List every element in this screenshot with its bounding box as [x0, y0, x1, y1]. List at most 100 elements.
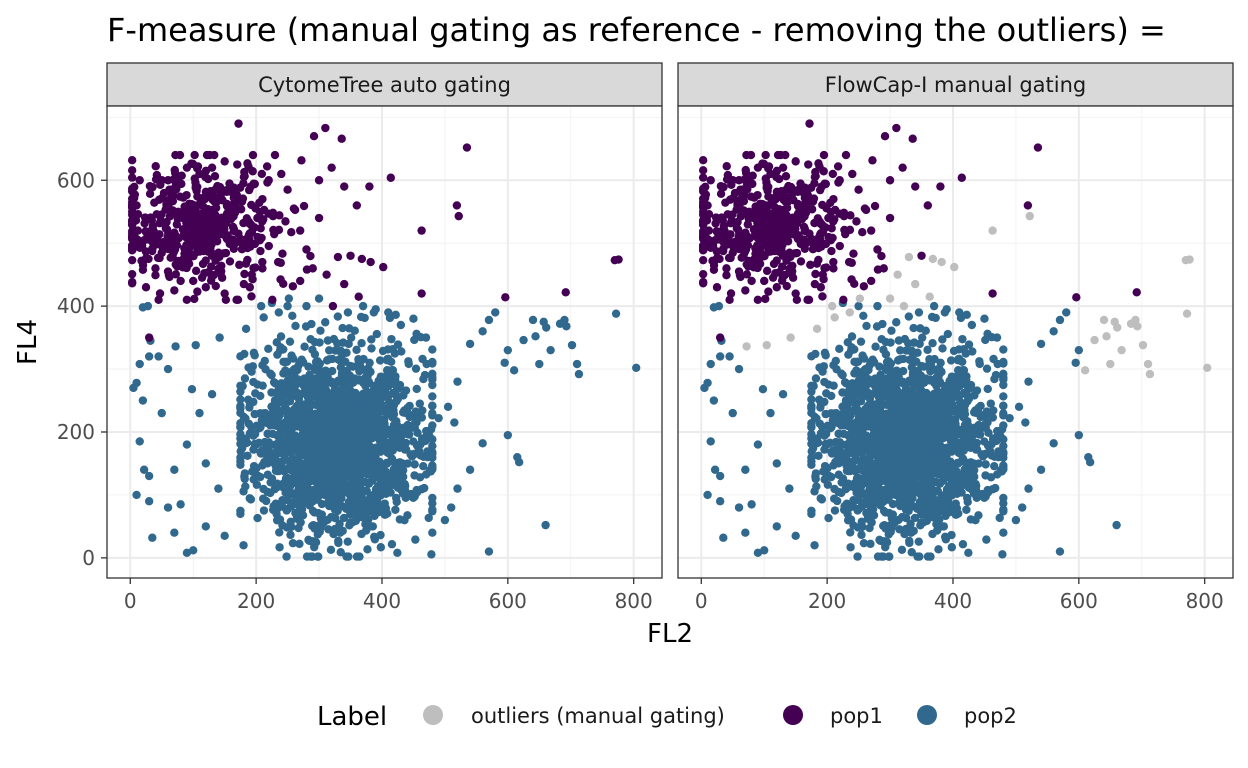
point-pop1 [454, 211, 463, 221]
point-pop1 [127, 255, 137, 265]
point-pop2 [882, 538, 892, 547]
point-pop2 [841, 399, 850, 408]
point-pop2 [163, 503, 173, 512]
point-pop2 [343, 428, 352, 437]
point-pop2 [937, 496, 947, 505]
point-pop2 [875, 535, 884, 545]
point-pop2 [367, 344, 376, 353]
point-pop2 [370, 455, 379, 464]
point-pop2 [926, 421, 935, 430]
point-pop2 [719, 533, 728, 542]
point-pop1 [295, 226, 305, 235]
point-pop2 [391, 375, 400, 385]
point-pop2 [380, 482, 389, 491]
point-pop2 [411, 535, 420, 544]
point-pop2 [889, 367, 898, 377]
point-pop2 [957, 366, 967, 375]
point-pop1 [726, 289, 736, 298]
point-pop1 [163, 176, 173, 185]
point-pop2 [285, 487, 295, 496]
point-pop1 [217, 189, 226, 198]
point-pop2 [398, 466, 408, 475]
point-pop1 [127, 166, 137, 175]
point-pop2 [978, 422, 988, 431]
point-pop2 [267, 388, 276, 397]
point-pop2 [866, 539, 875, 549]
point-pop2 [572, 359, 582, 369]
point-pop2 [1080, 366, 1090, 375]
point-pop2 [888, 400, 897, 409]
point-pop2 [862, 321, 871, 331]
point-pop2 [163, 364, 173, 374]
point-pop2 [881, 337, 891, 347]
point-pop2 [898, 473, 907, 483]
point-pop2 [300, 493, 310, 503]
point-pop1 [819, 167, 828, 176]
point-pop2 [934, 545, 943, 554]
point-pop2 [337, 475, 346, 484]
point-pop1 [835, 241, 845, 251]
point-pop1 [225, 257, 235, 266]
point-pop2 [908, 368, 918, 378]
point-pop2 [370, 535, 380, 544]
point-pop2 [401, 386, 411, 395]
point-pop2 [519, 335, 528, 345]
point-pop1 [258, 194, 267, 204]
point-pop1 [753, 295, 763, 305]
point-pop2 [453, 377, 462, 386]
point-pop2 [338, 526, 347, 536]
point-pop2 [310, 365, 320, 374]
point-pop2 [368, 503, 378, 513]
point-pop2 [453, 484, 462, 493]
point-pop2 [253, 513, 262, 523]
point-pop2 [277, 499, 286, 508]
point-pop2 [279, 357, 288, 366]
point-pop2 [207, 390, 217, 399]
point-pop2 [999, 528, 1008, 537]
point-pop1 [201, 187, 211, 197]
point-pop2 [340, 376, 349, 385]
point-pop2 [321, 318, 330, 327]
point-pop2 [363, 364, 373, 373]
point-pop2 [999, 435, 1008, 444]
point-pop2 [810, 541, 819, 550]
point-pop2 [948, 394, 957, 403]
point-pop2 [758, 385, 768, 394]
point-pop1 [283, 185, 292, 194]
point-pop2 [842, 379, 851, 388]
point-pop2 [923, 345, 932, 355]
point-pop2 [302, 301, 311, 311]
point-pop2 [955, 308, 964, 317]
point-pop2 [401, 438, 411, 448]
point-pop1 [796, 257, 806, 266]
point-pop2 [999, 401, 1008, 410]
point-pop2 [932, 486, 942, 495]
point-pop2 [972, 438, 982, 448]
point-pop2 [902, 443, 911, 452]
point-pop2 [1133, 322, 1142, 331]
point-pop2 [834, 470, 843, 479]
point-pop1 [297, 156, 306, 165]
point-pop1 [247, 200, 256, 210]
point-pop2 [885, 508, 894, 518]
point-pop1 [199, 202, 208, 212]
point-pop2 [845, 308, 854, 317]
point-pop1 [839, 295, 848, 305]
point-pop2 [358, 301, 368, 311]
point-pop2 [896, 491, 905, 500]
point-pop1 [240, 171, 249, 181]
point-pop2 [999, 499, 1008, 508]
point-pop2 [791, 531, 800, 541]
point-pop2 [812, 324, 822, 333]
point-pop2 [949, 464, 958, 474]
point-pop2 [410, 449, 419, 459]
point-pop2 [263, 429, 272, 438]
point-pop2 [288, 371, 297, 380]
point-pop1 [268, 295, 277, 305]
point-pop2 [1071, 358, 1080, 367]
point-pop1 [800, 244, 810, 253]
point-pop2 [514, 458, 524, 467]
point-pop2 [935, 479, 945, 488]
point-pop1 [337, 134, 346, 143]
point-pop2 [896, 346, 905, 355]
